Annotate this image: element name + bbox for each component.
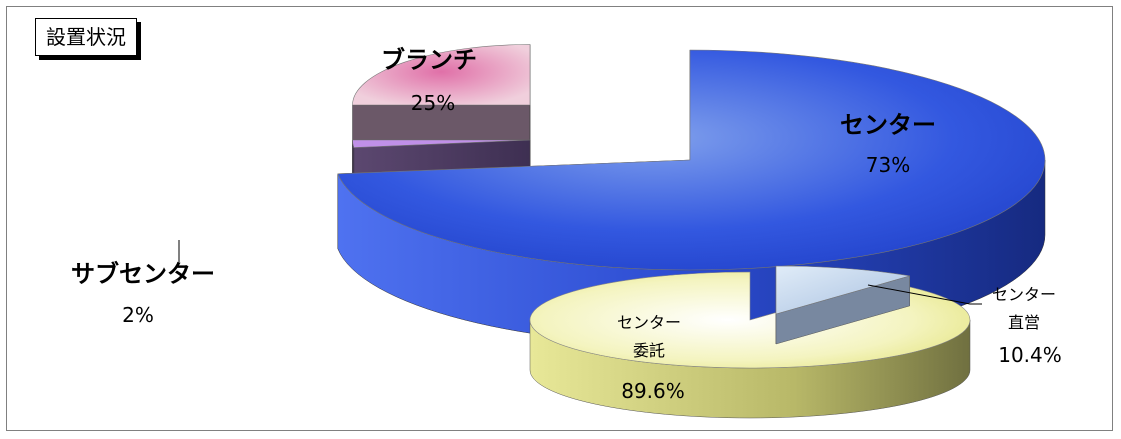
slice-direct-top <box>775 265 910 315</box>
leader-line-direct <box>867 284 982 305</box>
label-direct-line1: センター <box>992 285 1056 304</box>
label-branch-name: ブランチ <box>381 46 477 74</box>
label-outsourced-line1: センター <box>617 313 681 332</box>
label-outsourced-value: 89.6% <box>621 379 685 403</box>
slice-center-top <box>337 49 1046 271</box>
pie-center-breakdown <box>529 265 971 419</box>
label-subcenter-name: サブセンター <box>71 260 215 288</box>
label-outsourced-line2: 委託 <box>633 341 665 360</box>
slice-outsourced <box>529 271 971 419</box>
slice-direct <box>775 265 910 345</box>
chart-title: 設置状況 <box>35 18 137 56</box>
label-center-name: センター <box>840 111 936 139</box>
label-branch-value: 25% <box>411 91 455 115</box>
label-center-value: 73% <box>866 153 910 177</box>
label-subcenter-value: 2% <box>122 303 154 327</box>
label-direct-line2: 直営 <box>1008 313 1040 332</box>
slice-subcenter-top <box>352 139 531 148</box>
label-direct-value: 10.4% <box>998 343 1062 367</box>
slice-branch-top <box>352 44 531 106</box>
